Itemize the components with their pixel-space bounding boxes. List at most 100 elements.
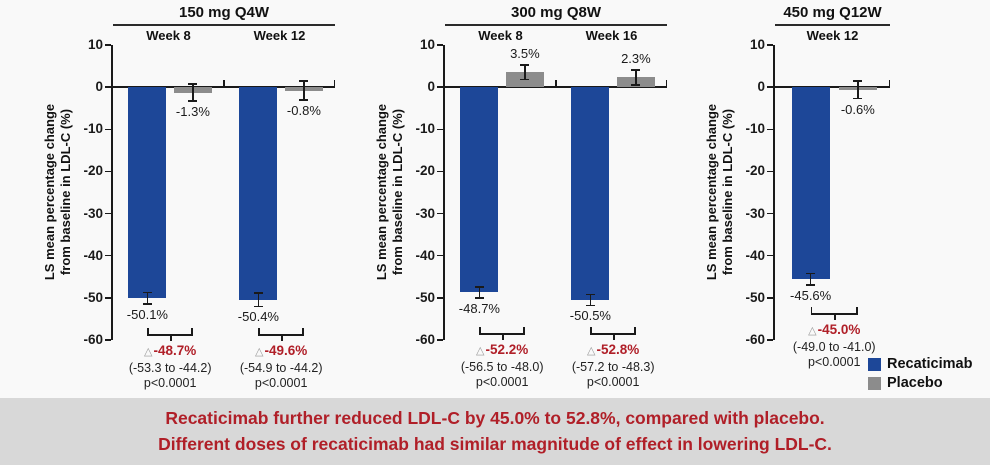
week-label: Week 8: [478, 28, 523, 43]
triangle-delta-icon: △: [808, 325, 817, 338]
p-value: p<0.0001: [254, 376, 308, 391]
y-axis-tick-label: 0: [757, 79, 765, 95]
error-bar-cap: [474, 297, 484, 299]
y-axis-tick-label: -40: [83, 247, 103, 263]
recaticimab-value-label: -50.5%: [569, 308, 611, 324]
y-axis-tick-label: -10: [415, 121, 435, 137]
bracket-center-tick: [613, 334, 615, 340]
error-bar: [192, 84, 194, 102]
bracket-end-tick: [191, 328, 193, 335]
legend-item-recaticimab: Recaticimab: [868, 356, 972, 372]
plot-area-150mg-q4w: 10 0 -10 -20 -30 -40 -50 -60 Week 8 -50.1% -1.3% We…: [83, 28, 335, 390]
error-bar: [146, 292, 149, 305]
y-axis-tick-label: -20: [83, 163, 103, 179]
bracket-line: [810, 313, 858, 315]
week-label: Week 12: [253, 28, 306, 43]
triangle-delta-icon: △: [587, 345, 596, 358]
error-bar: [589, 294, 592, 306]
error-bar: [303, 81, 305, 100]
p-value: p<0.0001: [143, 376, 197, 391]
bracket-end-tick: [856, 307, 858, 314]
error-bar-cap: [299, 80, 309, 82]
legend-item-placebo: Placebo: [868, 375, 972, 391]
y-axis-tick-label: -30: [745, 205, 765, 221]
week-label: Week 16: [585, 28, 638, 43]
error-bar: [257, 292, 260, 307]
plot-area-450mg-q12w: 10 0 -10 -20 -30 -40 -50 -60 Week 12 -45.6% -0.6% △…: [745, 28, 890, 369]
bracket-end-tick: [810, 307, 813, 314]
bracket-end-tick: [634, 327, 636, 334]
summary-line-1: Recaticimab further reduced LDL-C by 45.…: [165, 408, 825, 428]
placebo-value-label: 3.5%: [510, 46, 540, 62]
confidence-interval: (-49.0 to -41.0): [792, 339, 876, 354]
placebo-value-label: -0.8%: [286, 102, 321, 118]
y-axis-tick: [437, 170, 443, 173]
error-bar-cap: [853, 97, 863, 100]
bracket-line: [258, 334, 304, 336]
error-bar: [478, 286, 481, 298]
error-bar-cap: [142, 291, 152, 294]
y-axis-tick-label: -20: [415, 163, 435, 179]
y-axis-tick-label: 0: [95, 79, 103, 95]
y-axis-line: [773, 45, 775, 340]
panel-title-150mg-q4w: 150 mg Q4W: [113, 4, 335, 26]
zero-baseline: [113, 86, 335, 89]
x-axis-divider-tick: [665, 80, 667, 87]
recaticimab-value-label: -48.7%: [458, 300, 500, 316]
y-axis-tick: [105, 212, 111, 215]
error-bar-cap: [142, 303, 152, 305]
recaticimab-bar: [791, 87, 830, 280]
error-bar-cap: [299, 99, 309, 101]
confidence-interval: (-53.3 to -44.2): [128, 360, 212, 375]
zero-baseline: [775, 86, 890, 89]
y-axis-tick: [437, 339, 443, 341]
y-axis-tick-label: 10: [419, 37, 435, 52]
error-bar-cap: [253, 305, 263, 308]
placebo-value-label: -1.3%: [175, 104, 210, 120]
y-axis-line: [443, 45, 445, 340]
bracket-line: [590, 333, 636, 335]
comparison-stats: △-45.0% (-49.0 to -41.0) p<0.0001: [759, 322, 909, 371]
delta-value: -45.0%: [817, 322, 861, 338]
delta-value: -49.6%: [264, 343, 308, 359]
confidence-interval: (-54.9 to -44.2): [239, 360, 323, 375]
panel-300mg-q8w: LS mean percentage change from baseline …: [335, 0, 670, 398]
recaticimab-bar: [571, 87, 610, 300]
delta-line: △-49.6%: [206, 343, 356, 361]
comparison-stats: △-49.6% (-54.9 to -44.2) p<0.0001: [206, 343, 356, 392]
x-axis-divider-tick: [888, 80, 890, 87]
triangle-delta-icon: △: [255, 346, 264, 359]
delta-value: -52.2%: [485, 342, 529, 358]
comparison-stats: △-52.8% (-57.2 to -48.3) p<0.0001: [538, 342, 688, 391]
panel-150mg-q4w: LS mean percentage change from baseline …: [0, 0, 335, 398]
recaticimab-bar: [460, 87, 499, 293]
error-bar-cap: [188, 100, 198, 102]
y-axis-tick: [105, 128, 111, 131]
panel-title-300mg-q8w: 300 mg Q8W: [445, 4, 667, 26]
bracket-center-tick: [834, 314, 836, 320]
error-bar-cap: [474, 286, 484, 288]
bracket-line: [479, 333, 525, 335]
error-bar: [857, 80, 859, 99]
p-value: p<0.0001: [586, 375, 640, 390]
error-bar-cap: [806, 284, 816, 286]
confidence-interval: (-57.2 to -48.3): [571, 359, 655, 374]
y-axis-tick-label: -50: [745, 289, 765, 305]
week-label: Week 12: [806, 28, 859, 43]
delta-line: △-52.8%: [538, 342, 688, 360]
comparison-stats: △-52.2% (-56.5 to -48.0) p<0.0001: [427, 342, 577, 391]
delta-line: △-48.7%: [95, 343, 245, 361]
recaticimab-value-label: -50.4%: [237, 309, 279, 325]
legend-label-recaticimab: Recaticimab: [887, 356, 973, 372]
y-axis-tick: [437, 297, 443, 299]
p-value: p<0.0001: [475, 375, 529, 390]
recaticimab-value-label: -50.1%: [126, 307, 168, 323]
error-bar-cap: [631, 69, 641, 71]
bracket-center-tick: [170, 335, 172, 341]
legend: Recaticimab Placebo: [868, 356, 972, 394]
placebo-value-label: -0.6%: [840, 101, 875, 117]
error-bar-cap: [631, 84, 641, 86]
x-axis-divider-tick: [555, 80, 557, 87]
y-axis-tick: [767, 86, 773, 88]
y-axis-tick-label: -30: [83, 205, 103, 221]
